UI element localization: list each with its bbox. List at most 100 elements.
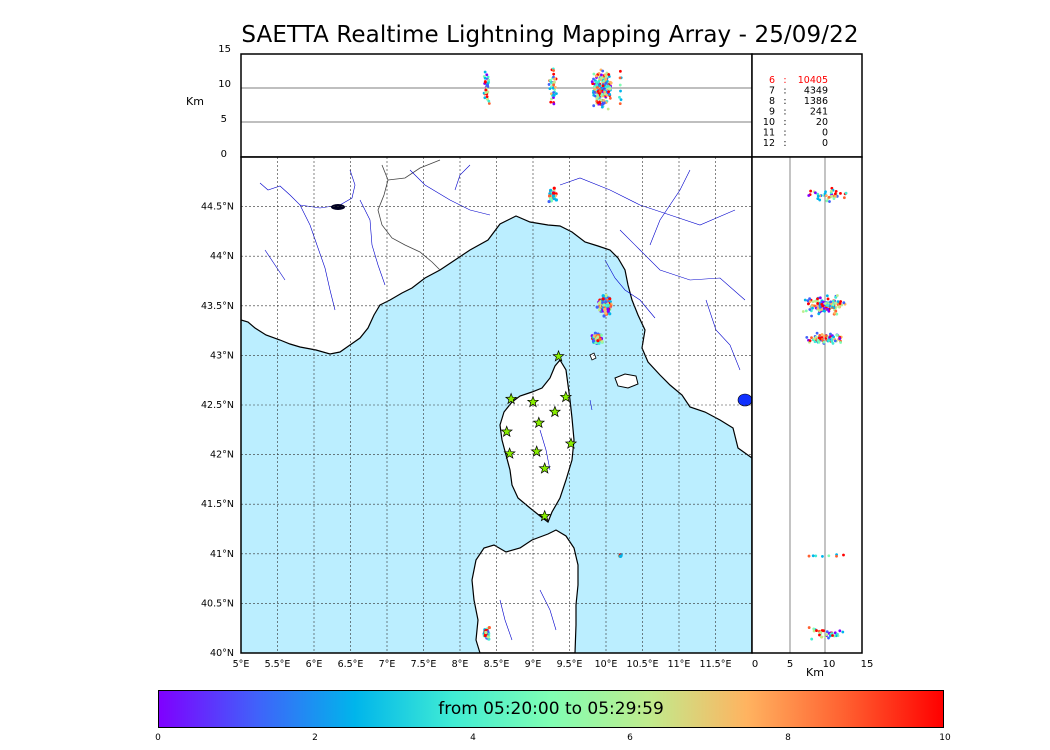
- altitude-tick-labels: 15 10 5 0: [218, 44, 231, 160]
- lightning-figure: 15 10 5 0 Km 6: 10405 7: 4349 8: 1386 9: 241 10:…: [186, 44, 874, 679]
- lightning-profile-point: [803, 298, 807, 302]
- lightning-profile-point: [822, 307, 826, 310]
- lightning-altitude-point: [483, 70, 487, 74]
- lightning-profile-point: [814, 554, 818, 558]
- lightning-profile-point: [832, 197, 836, 200]
- national-border: [387, 159, 441, 181]
- sardinia-island: [471, 529, 579, 653]
- lightning-altitude-point: [592, 85, 596, 89]
- lightning-altitude-point: [552, 69, 555, 72]
- profile-lightning-points: [801, 186, 848, 641]
- lightning-profile-point: [813, 304, 817, 308]
- lightning-altitude-point: [594, 80, 598, 84]
- lightning-altitude-point: [600, 73, 603, 77]
- lightning-profile-point: [815, 304, 819, 308]
- lightning-source-point: [595, 305, 599, 309]
- altitude-axis-unit: Km: [186, 95, 204, 108]
- lightning-profile-point: [820, 308, 823, 311]
- lightning-profile-point: [833, 192, 837, 196]
- station-count-stations: 11: [763, 128, 775, 139]
- profile-tick-labels: 0 5 10 15: [752, 659, 874, 670]
- corsica-island: [499, 358, 575, 523]
- lightning-altitude-point: [608, 93, 612, 96]
- longitude-tick-label: 7°E: [379, 659, 396, 670]
- colorbar-tick-label: 2: [312, 733, 318, 743]
- longitude-tick-label: 10.5°E: [627, 659, 659, 670]
- lightning-altitude-point: [483, 76, 487, 80]
- lightning-profile-point: [820, 302, 824, 306]
- station-count-value: 0: [822, 128, 828, 139]
- lightning-profile-point: [813, 299, 817, 303]
- lightning-source-point: [487, 625, 491, 630]
- lightning-profile-point: [827, 554, 831, 558]
- lightning-profile-point: [816, 338, 820, 342]
- lightning-profile-point: [825, 630, 829, 634]
- station-count-stations: 6: [769, 75, 775, 86]
- station-count-panel: 6: 10405 7: 4349 8: 1386 9: 241 10: 20 11: 0 12: 0: [751, 53, 863, 158]
- lightning-altitude-point: [547, 83, 551, 86]
- lightning-profile-point: [829, 189, 833, 193]
- lightning-altitude-point: [552, 102, 556, 106]
- lightning-profile-point: [808, 297, 811, 301]
- lightning-altitude-point: [602, 101, 606, 105]
- longitude-tick-label: 11°E: [668, 659, 691, 670]
- lightning-altitude-point: [596, 93, 599, 97]
- lightning-altitude-point: [607, 73, 611, 76]
- lightning-altitude-point: [552, 91, 555, 95]
- lightning-profile-point: [836, 300, 840, 304]
- national-border: [377, 164, 441, 271]
- lightning-profile-point: [816, 194, 820, 198]
- lightning-altitude-point: [595, 83, 599, 87]
- lightning-source-point: [554, 198, 559, 202]
- lightning-source-point: [547, 194, 552, 198]
- station-star-icon: [538, 509, 551, 522]
- station-star-icon: [530, 445, 543, 457]
- lightning-source-point: [552, 191, 556, 195]
- lightning-altitude-point: [549, 92, 553, 96]
- lightning-altitude-point: [486, 75, 490, 79]
- lightning-profile-point: [835, 554, 838, 558]
- lightning-source-point: [484, 630, 488, 635]
- latitude-tick-label: 41°N: [210, 549, 234, 560]
- lightning-altitude-point: [552, 72, 556, 76]
- lightning-altitude-point: [598, 92, 601, 95]
- lightning-source-point: [602, 314, 606, 318]
- lightning-profile-point: [805, 335, 809, 339]
- altitude-tick-label: 0: [221, 149, 227, 160]
- lightning-profile-point: [813, 337, 816, 341]
- lightning-altitude-point: [593, 87, 597, 91]
- lightning-source-point: [604, 293, 608, 298]
- altitude-panel: [240, 53, 753, 158]
- latitude-tick-label: 42°N: [210, 450, 234, 461]
- altitude-tick-label: 5: [221, 114, 227, 125]
- station-star-icon: [559, 390, 573, 403]
- lightning-profile-point: [828, 200, 831, 203]
- lightning-profile-point: [838, 302, 842, 305]
- station-star-icon: [503, 447, 516, 459]
- lightning-altitude-point: [619, 89, 622, 93]
- lightning-source-point: [548, 196, 553, 201]
- lightning-profile-point: [816, 306, 820, 310]
- lightning-profile-point: [838, 337, 842, 340]
- lightning-profile-point: [811, 300, 815, 304]
- lightning-profile-point: [813, 191, 817, 195]
- latitude-tick-label: 40.5°N: [201, 598, 234, 609]
- lightning-profile-point: [842, 196, 846, 200]
- lightning-altitude-point: [601, 69, 605, 73]
- lightning-profile-point: [826, 303, 830, 307]
- lightning-profile-point: [827, 636, 830, 640]
- lightning-source-point: [601, 294, 605, 298]
- lightning-profile-point: [841, 630, 845, 634]
- lightning-altitude-point: [595, 97, 599, 100]
- station-count-stations: 7: [769, 86, 775, 97]
- longitude-tick-label: 8.5°E: [484, 659, 510, 670]
- lightning-source-point: [591, 339, 596, 343]
- profile-tick-label: 15: [861, 659, 874, 670]
- lightning-profile-point: [842, 553, 845, 557]
- lightning-source-point: [619, 554, 623, 558]
- lightning-source-point: [486, 635, 490, 639]
- lightning-altitude-point: [604, 78, 608, 81]
- lightning-altitude-point: [487, 99, 491, 103]
- lightning-source-point: [603, 307, 607, 312]
- lightning-profile-point: [822, 629, 825, 633]
